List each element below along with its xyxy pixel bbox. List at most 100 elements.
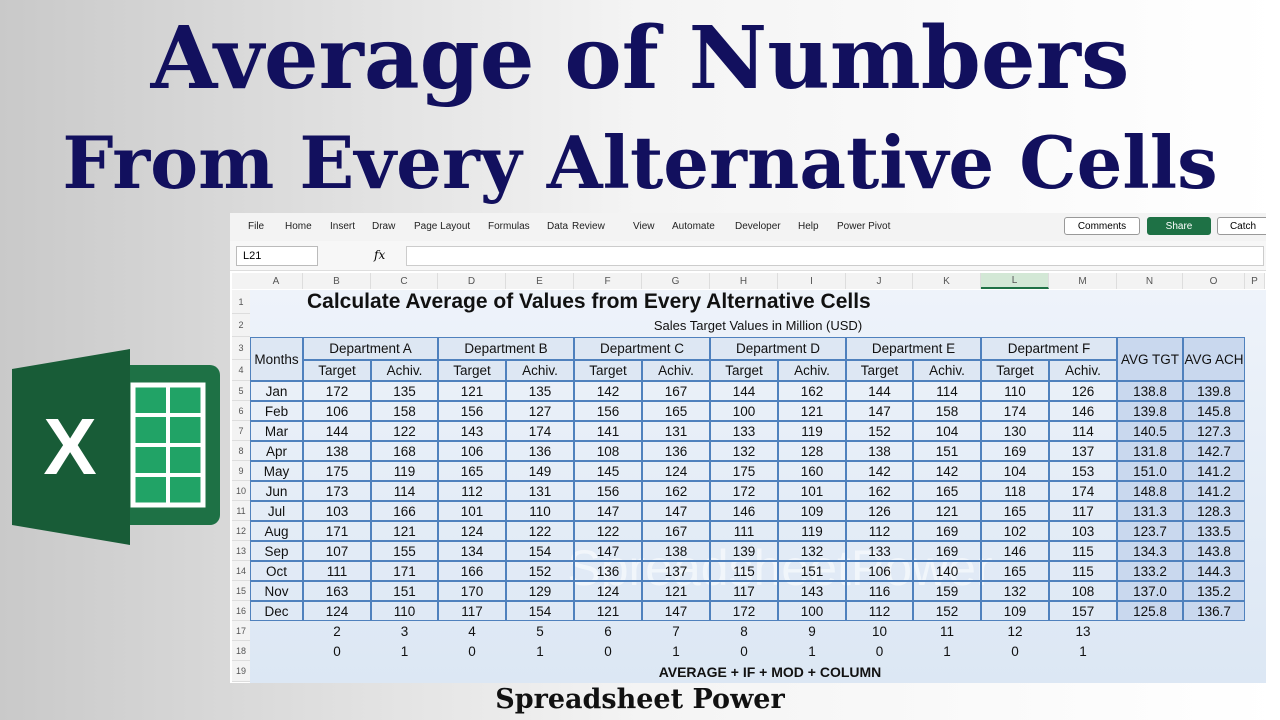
value-cell: 131 bbox=[506, 481, 574, 501]
value-cell: 109 bbox=[778, 501, 846, 521]
ribbon-tab[interactable]: View bbox=[633, 221, 655, 232]
month-cell: Jun bbox=[250, 481, 303, 501]
value-cell: 144 bbox=[846, 381, 913, 401]
column-number: 8 bbox=[740, 623, 748, 639]
column-number: 6 bbox=[604, 623, 612, 639]
footer: Spreadsheet Power bbox=[495, 684, 785, 715]
row-header: 10 bbox=[232, 481, 250, 501]
avg-tgt-cell: 131.3 bbox=[1117, 501, 1183, 521]
value-cell: 158 bbox=[913, 401, 981, 421]
column-number: 9 bbox=[808, 623, 816, 639]
row-header: 15 bbox=[232, 581, 250, 601]
value-cell: 165 bbox=[642, 401, 710, 421]
column-header: H bbox=[710, 273, 778, 289]
value-cell: 107 bbox=[303, 541, 371, 561]
formula-input[interactable] bbox=[406, 246, 1264, 266]
sub-header: Target bbox=[710, 360, 778, 381]
month-cell: Feb bbox=[250, 401, 303, 421]
value-cell: 166 bbox=[438, 561, 506, 581]
value-cell: 137 bbox=[1049, 441, 1117, 461]
value-cell: 174 bbox=[981, 401, 1049, 421]
avg-tgt-header: AVG TGT bbox=[1117, 337, 1183, 381]
sub-header: Target bbox=[303, 360, 371, 381]
value-cell: 165 bbox=[981, 561, 1049, 581]
value-cell: 110 bbox=[371, 601, 438, 621]
value-cell: 121 bbox=[574, 601, 642, 621]
ribbon-tab[interactable]: Data bbox=[547, 221, 569, 232]
ribbon-tab[interactable]: File bbox=[248, 221, 265, 232]
mod-flag: 1 bbox=[536, 643, 544, 659]
value-cell: 104 bbox=[981, 461, 1049, 481]
mod-flag: 0 bbox=[875, 643, 884, 659]
value-cell: 156 bbox=[574, 401, 642, 421]
column-header: M bbox=[1049, 273, 1117, 289]
ribbon-tab[interactable]: Home bbox=[285, 221, 312, 232]
column-number: 12 bbox=[1007, 623, 1023, 639]
value-cell: 147 bbox=[642, 501, 710, 521]
corner bbox=[232, 273, 250, 289]
column-header: E bbox=[506, 273, 574, 289]
value-cell: 100 bbox=[778, 601, 846, 621]
value-cell: 138 bbox=[642, 541, 710, 561]
column-header: F bbox=[574, 273, 642, 289]
comments-button[interactable]: Comments bbox=[1064, 217, 1140, 235]
value-cell: 101 bbox=[438, 501, 506, 521]
avg-tgt-cell: 140.5 bbox=[1117, 421, 1183, 441]
value-cell: 162 bbox=[642, 481, 710, 501]
value-cell: 147 bbox=[846, 401, 913, 421]
ribbon-tab[interactable]: Insert bbox=[330, 221, 356, 232]
value-cell: 131 bbox=[642, 421, 710, 441]
value-cell: 145 bbox=[574, 461, 642, 481]
ribbon-tab[interactable]: Power Pivot bbox=[837, 221, 891, 232]
ribbon-tab[interactable]: Formulas bbox=[488, 221, 530, 232]
ribbon-tab[interactable]: Review bbox=[572, 221, 605, 232]
ribbon-tab[interactable]: Draw bbox=[372, 221, 396, 232]
value-cell: 169 bbox=[981, 441, 1049, 461]
value-cell: 167 bbox=[642, 521, 710, 541]
avg-ach-cell: 141.2 bbox=[1183, 461, 1245, 481]
catch-button[interactable]: Catch bbox=[1217, 217, 1266, 235]
value-cell: 111 bbox=[710, 521, 778, 541]
value-cell: 132 bbox=[778, 541, 846, 561]
value-cell: 167 bbox=[642, 381, 710, 401]
value-cell: 157 bbox=[1049, 601, 1117, 621]
avg-tgt-cell: 139.8 bbox=[1117, 401, 1183, 421]
sub-header: Achiv. bbox=[1049, 360, 1117, 381]
value-cell: 174 bbox=[506, 421, 574, 441]
avg-ach-cell: 139.8 bbox=[1183, 381, 1245, 401]
value-cell: 165 bbox=[981, 501, 1049, 521]
column-header: D bbox=[438, 273, 506, 289]
value-cell: 115 bbox=[710, 561, 778, 581]
value-cell: 152 bbox=[506, 561, 574, 581]
column-header: B bbox=[303, 273, 371, 289]
value-cell: 108 bbox=[1049, 581, 1117, 601]
ribbon-tab[interactable]: Help bbox=[798, 221, 819, 232]
month-cell: May bbox=[250, 461, 303, 481]
value-cell: 108 bbox=[574, 441, 642, 461]
column-header: G bbox=[642, 273, 710, 289]
value-cell: 106 bbox=[846, 561, 913, 581]
value-cell: 119 bbox=[778, 521, 846, 541]
value-cell: 100 bbox=[710, 401, 778, 421]
name-box[interactable]: L21 bbox=[236, 246, 318, 266]
value-cell: 151 bbox=[913, 441, 981, 461]
share-button[interactable]: Share bbox=[1147, 217, 1211, 235]
value-cell: 143 bbox=[438, 421, 506, 441]
row-header: 17 bbox=[232, 621, 250, 641]
avg-ach-header: AVG ACH bbox=[1183, 337, 1245, 381]
ribbon-tab[interactable]: Developer bbox=[735, 221, 781, 232]
ribbon-tab[interactable]: Automate bbox=[672, 221, 715, 232]
value-cell: 102 bbox=[981, 521, 1049, 541]
value-cell: 124 bbox=[642, 461, 710, 481]
value-cell: 122 bbox=[506, 521, 574, 541]
mod-flag: 0 bbox=[604, 643, 612, 659]
row-header: 2 bbox=[232, 314, 250, 337]
month-cell: Sep bbox=[250, 541, 303, 561]
value-cell: 140 bbox=[913, 561, 981, 581]
ribbon-tab[interactable]: Page Layout bbox=[414, 221, 471, 232]
column-number: 7 bbox=[672, 623, 680, 639]
column-number: 5 bbox=[536, 623, 544, 639]
value-cell: 171 bbox=[371, 561, 438, 581]
value-cell: 116 bbox=[846, 581, 913, 601]
mod-flag: 0 bbox=[468, 643, 476, 659]
